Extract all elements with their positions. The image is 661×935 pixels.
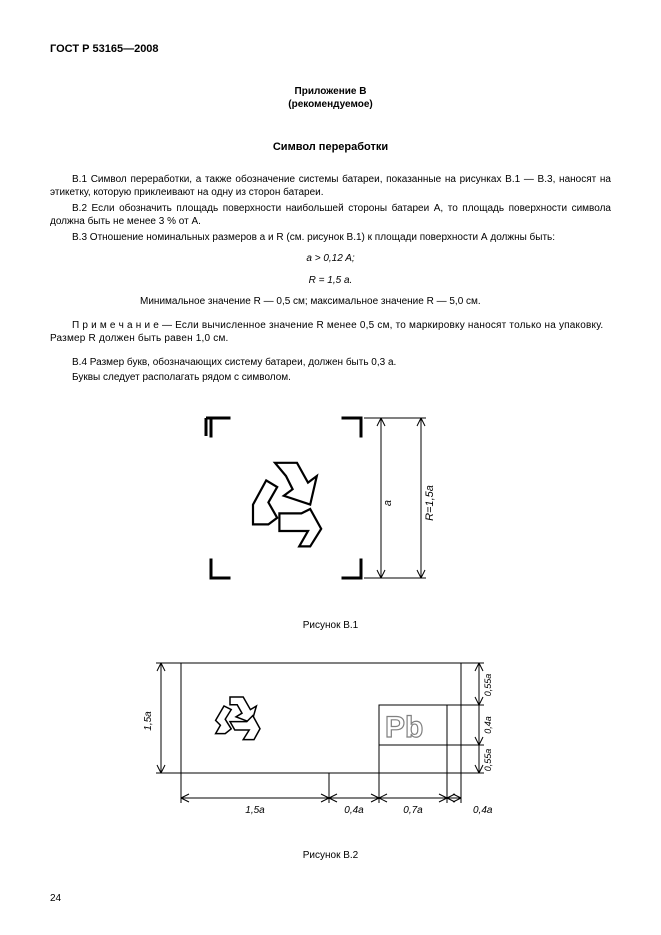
figure-b1-caption: Рисунок В.1: [50, 619, 611, 633]
document-header: ГОСТ Р 53165—2008: [50, 42, 611, 57]
appendix-header: Приложение В (рекомендуемое): [50, 85, 611, 112]
figure-b1: a R=1,5a: [50, 403, 611, 608]
appendix-line2: (рекомендуемое): [50, 98, 611, 112]
fig2-dim-b3: 0,7a: [403, 805, 423, 816]
para-b3: В.3 Отношение номинальных размеров а и R…: [50, 231, 611, 245]
fig2-dim-r1: 0,55a: [483, 673, 493, 696]
fig1-label-a: a: [382, 500, 394, 506]
section-title: Символ переработки: [50, 140, 611, 155]
fig2-dim-b2: 0,4a: [344, 805, 364, 816]
formula-2: R = 1,5 a.: [50, 274, 611, 288]
fig2-dim-r2: 0,4a: [483, 716, 493, 734]
minmax-text: Минимальное значение R — 0,5 см; максима…: [50, 295, 611, 309]
para-b1: В.1 Символ переработки, а также обозначе…: [50, 173, 611, 200]
note: П р и м е ч а н и е — Если вычисленное з…: [50, 319, 611, 346]
appendix-line1: Приложение В: [50, 85, 611, 99]
fig2-dim-left: 1,5a: [143, 711, 154, 731]
page: ГОСТ Р 53165—2008 Приложение В (рекоменд…: [0, 0, 661, 935]
page-number: 24: [50, 892, 61, 906]
fig2-dim-b1: 1,5a: [245, 805, 265, 816]
figure-b2-svg: Pb 1,5a 0: [141, 653, 521, 833]
para-b4a: В.4 Размер букв, обозначающих систему ба…: [50, 356, 611, 370]
figure-b1-svg: a R=1,5a: [186, 403, 476, 603]
fig2-dim-r3: 0,55a: [483, 748, 493, 771]
fig2-pb-text: Pb: [385, 711, 423, 744]
para-b4b: Буквы следует располагать рядом с символ…: [50, 371, 611, 385]
formula-1: a > 0,12 A;: [50, 252, 611, 266]
para-b2: В.2 Если обозначить площадь поверхности …: [50, 202, 611, 229]
fig1-label-r: R=1,5a: [424, 485, 436, 521]
figure-b2: Pb 1,5a 0: [50, 653, 611, 838]
fig2-dim-b4: 0,4a: [473, 805, 493, 816]
figure-b2-caption: Рисунок В.2: [50, 849, 611, 863]
